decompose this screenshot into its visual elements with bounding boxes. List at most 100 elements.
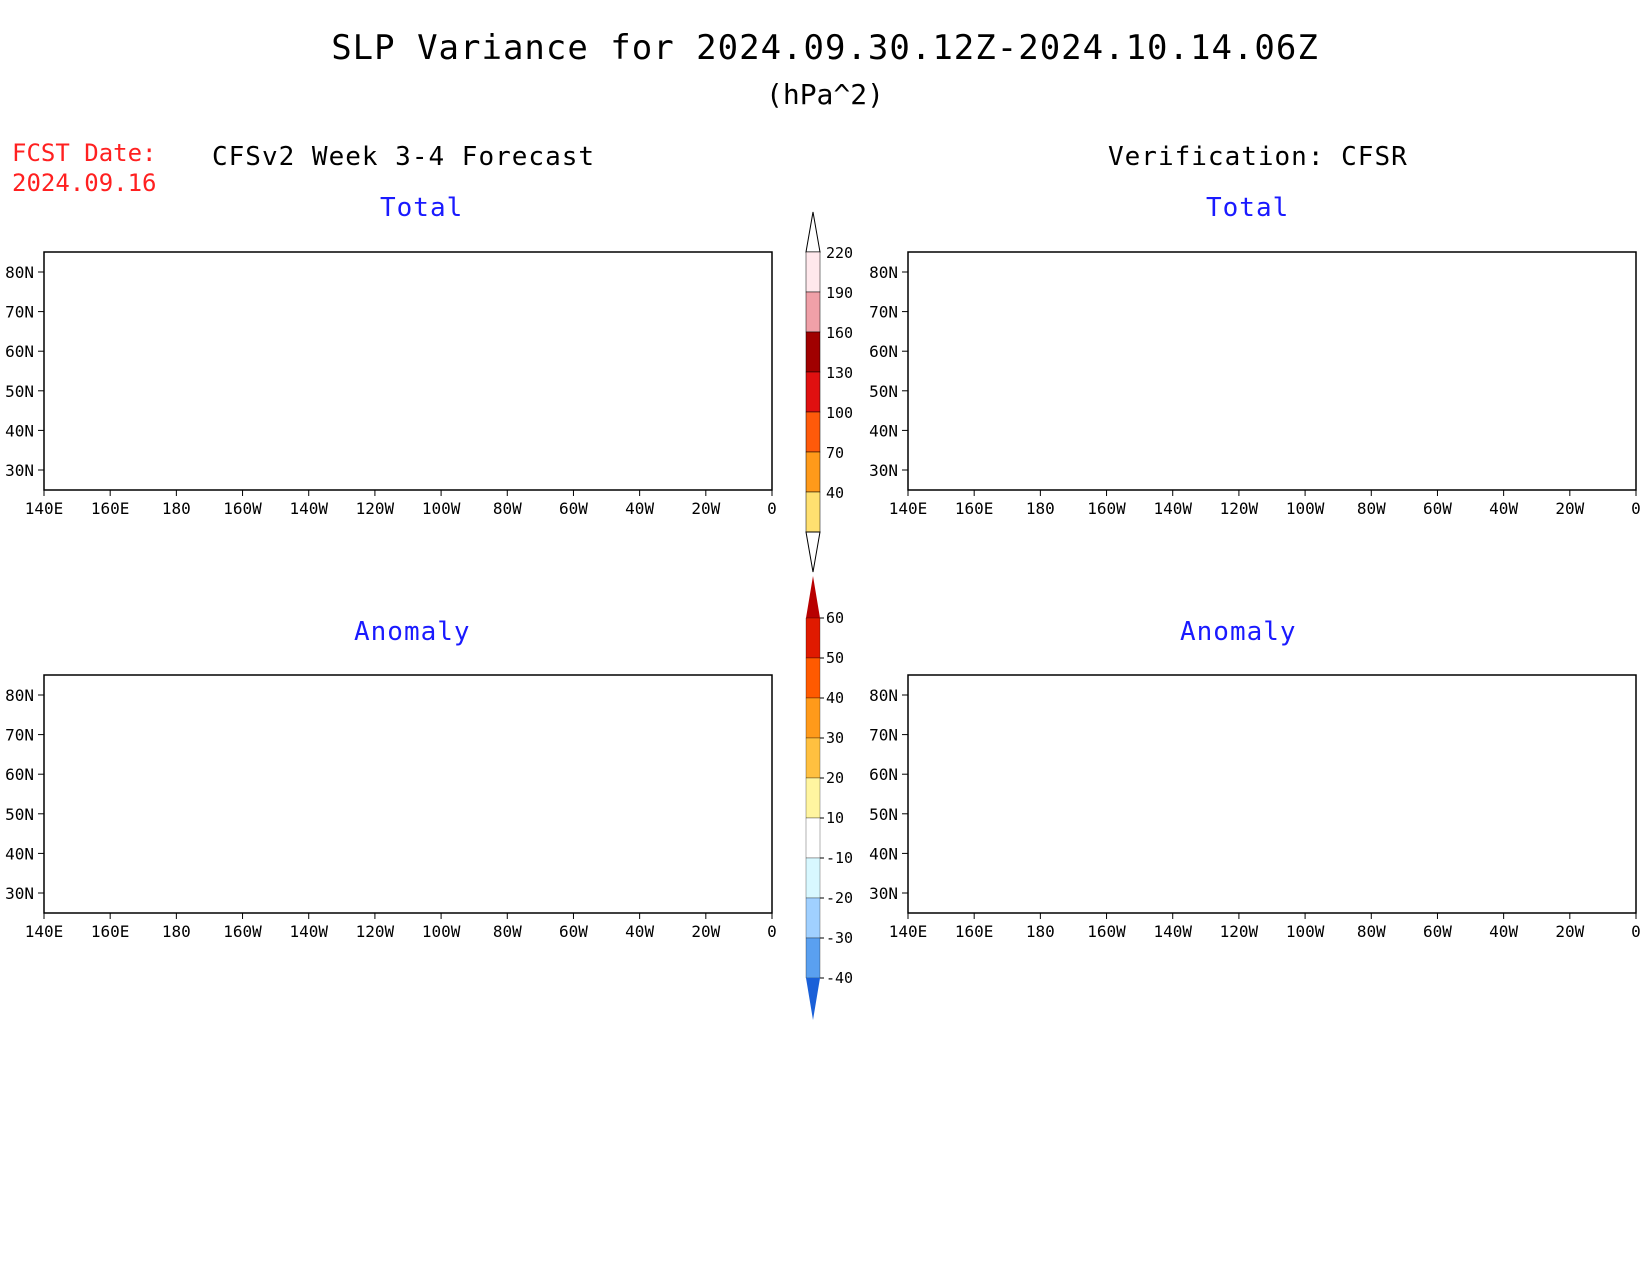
lat-label: 40N: [869, 421, 898, 440]
lon-label: 40W: [1489, 922, 1518, 941]
lon-label: 140W: [1153, 499, 1192, 518]
lon-label: 120W: [1220, 499, 1259, 518]
lon-label: 180: [1026, 499, 1055, 518]
colorbar-swatch: [805, 411, 821, 453]
colorbar-label: 160: [826, 324, 853, 342]
lon-label: 20W: [1555, 499, 1584, 518]
lon-label: 100W: [422, 499, 461, 518]
lon-label: 20W: [691, 499, 720, 518]
lon-label: 60W: [559, 499, 588, 518]
lat-label: 80N: [869, 263, 898, 282]
lat-label: 60N: [5, 342, 34, 361]
verification-total-map: [907, 251, 1637, 491]
lat-label: 70N: [869, 303, 898, 322]
colorbar-swatch: [805, 777, 821, 819]
lat-label: 70N: [5, 303, 34, 322]
lon-label: 140E: [889, 499, 928, 518]
lat-label: 40N: [5, 844, 34, 863]
lat-label: 30N: [869, 884, 898, 903]
anomaly-colorbar: 60 50 40 30 20 10 -10 -20 -30 -40: [805, 576, 853, 1020]
lon-label: 20W: [691, 922, 720, 941]
lat-label: 80N: [869, 686, 898, 705]
colorbar-swatch: [805, 737, 821, 779]
lon-label: 0: [1631, 499, 1641, 518]
forecast-anomaly-map: [43, 674, 773, 914]
lon-label: 140E: [889, 922, 928, 941]
panel-title-verification-anomaly: Anomaly: [1180, 617, 1297, 647]
lon-label: 180: [162, 922, 191, 941]
lon-label: 40W: [625, 922, 654, 941]
colorbar-label: 60: [826, 609, 844, 627]
lon-label: 0: [767, 922, 777, 941]
fcst-date-label: FCST Date: 2024.09.16: [12, 138, 157, 198]
colorbar-swatch: [805, 817, 821, 859]
colorbar-swatch: [805, 897, 821, 939]
colorbar-label: -40: [826, 969, 853, 987]
colorbar-swatch: [805, 617, 821, 659]
colorbar-swatch: [805, 371, 821, 413]
lon-label: 0: [1631, 922, 1641, 941]
lat-label: 60N: [869, 765, 898, 784]
colorbar-label: 190: [826, 284, 853, 302]
lat-label: 60N: [5, 765, 34, 784]
colorbar-label: 30: [826, 729, 844, 747]
colorbar-label: -30: [826, 929, 853, 947]
lat-label: 60N: [869, 342, 898, 361]
forecast-header: CFSv2 Week 3-4 Forecast: [212, 142, 596, 172]
colorbar-swatch: [805, 937, 821, 979]
units-label: (hPa^2): [765, 78, 884, 111]
lon-label: 20W: [1555, 922, 1584, 941]
lat-label: 40N: [869, 844, 898, 863]
lon-label: 160W: [223, 922, 262, 941]
lat-label: 50N: [869, 805, 898, 824]
lon-label: 160E: [955, 499, 994, 518]
lon-label: 140W: [289, 922, 328, 941]
lon-label: 140W: [1153, 922, 1192, 941]
lon-label: 60W: [1423, 499, 1452, 518]
lat-label: 80N: [5, 686, 34, 705]
lon-label: 0: [767, 499, 777, 518]
lon-label: 180: [162, 499, 191, 518]
colorbar-swatch: [805, 251, 821, 293]
lon-label: 120W: [356, 922, 395, 941]
forecast-total-map: [43, 251, 773, 491]
lon-label: 140E: [25, 499, 64, 518]
lon-label: 120W: [1220, 922, 1259, 941]
lon-label: 140W: [289, 499, 328, 518]
lon-label: 100W: [1286, 922, 1325, 941]
lon-label: 120W: [356, 499, 395, 518]
lon-label: 40W: [625, 499, 654, 518]
colorbar-label: 10: [826, 809, 844, 827]
lon-label: 180: [1026, 922, 1055, 941]
colorbar-label: 40: [826, 484, 844, 502]
colorbar-swatch: [805, 657, 821, 699]
lat-label: 50N: [5, 382, 34, 401]
colorbar-swatch: [805, 331, 821, 373]
lat-label: 50N: [869, 382, 898, 401]
lon-label: 100W: [1286, 499, 1325, 518]
lon-label: 80W: [493, 499, 522, 518]
lat-label: 70N: [5, 726, 34, 745]
lon-label: 100W: [422, 922, 461, 941]
colorbar-bottom-arrow: [806, 978, 820, 1020]
colorbar-label: 50: [826, 649, 844, 667]
lat-label: 30N: [5, 884, 34, 903]
colorbar-swatch: [805, 697, 821, 739]
lon-label: 40W: [1489, 499, 1518, 518]
lon-label: 160W: [1087, 922, 1126, 941]
lon-label: 160W: [223, 499, 262, 518]
colorbar-bottom-arrow: [805, 531, 821, 573]
colorbar-label: 100: [826, 404, 853, 422]
lat-label: 30N: [869, 461, 898, 480]
colorbar-label: 20: [826, 769, 844, 787]
main-title: SLP Variance for 2024.09.30.12Z-2024.10.…: [331, 28, 1319, 68]
lon-label: 140E: [25, 922, 64, 941]
lat-label: 50N: [5, 805, 34, 824]
fcst-date-value: 2024.09.16: [12, 169, 157, 197]
colorbar-swatch: [805, 491, 821, 533]
lon-label: 60W: [559, 922, 588, 941]
colorbar-label: -20: [826, 889, 853, 907]
lat-label: 30N: [5, 461, 34, 480]
lat-label: 40N: [5, 421, 34, 440]
colorbar-label: 130: [826, 364, 853, 382]
